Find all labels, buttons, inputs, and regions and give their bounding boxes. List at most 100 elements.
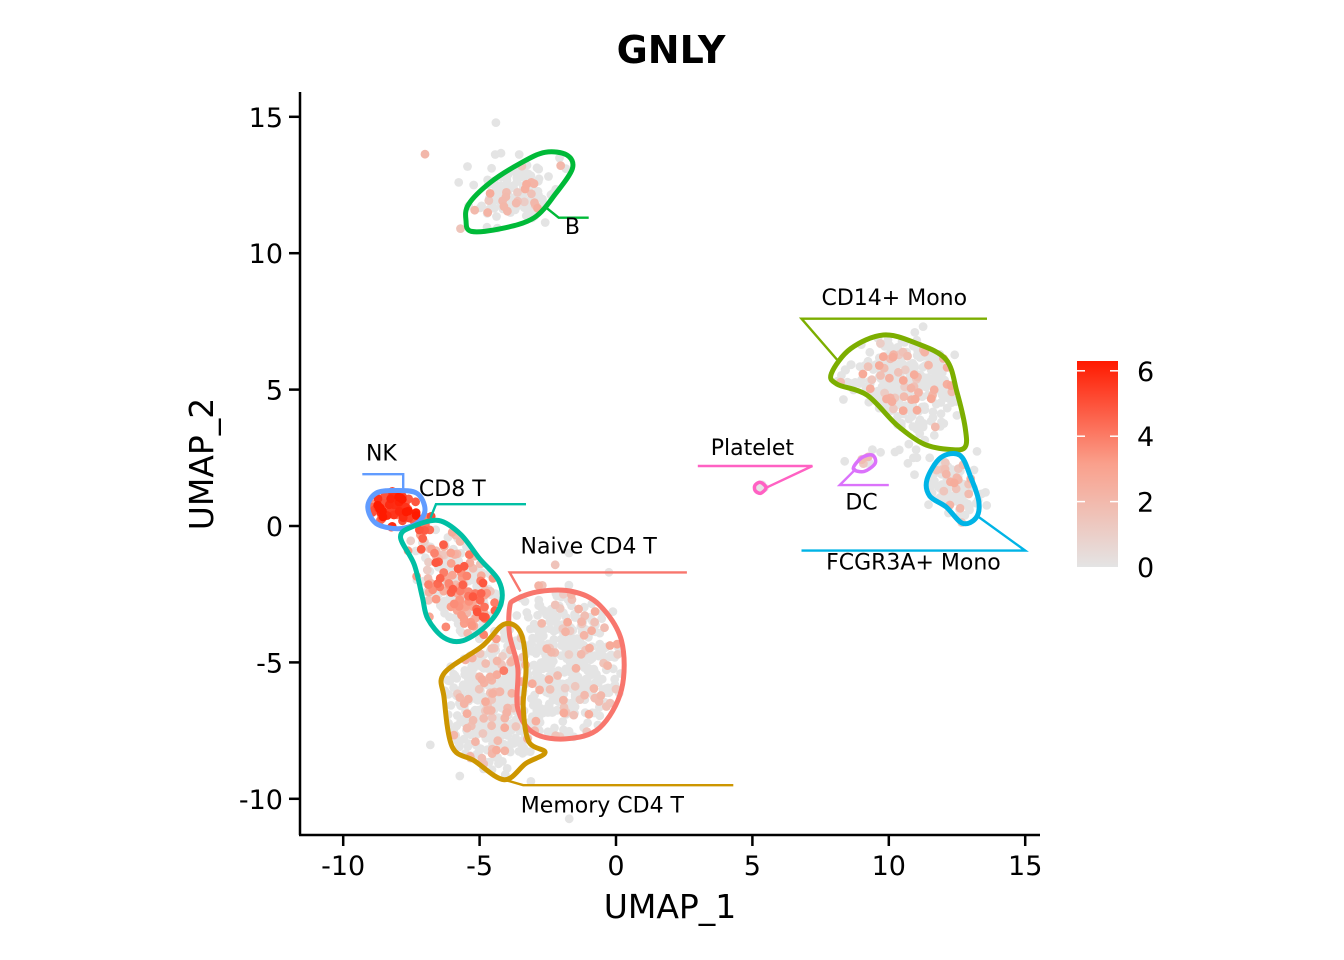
- data-point: [888, 352, 898, 362]
- data-point: [483, 706, 492, 715]
- data-point: [514, 747, 524, 756]
- data-point: [924, 500, 933, 510]
- data-point: [424, 557, 433, 567]
- data-point: [577, 617, 586, 627]
- data-point: [511, 722, 521, 731]
- data-point: [898, 406, 908, 415]
- data-point: [529, 646, 539, 656]
- data-point: [422, 565, 432, 575]
- data-point: [903, 458, 913, 468]
- data-point: [587, 626, 596, 636]
- data-point: [909, 370, 919, 380]
- y-tick-label: -5: [256, 648, 283, 679]
- legend-tick-label: 0: [1137, 553, 1154, 584]
- data-point: [911, 445, 921, 454]
- data-point: [528, 695, 538, 704]
- cluster-leader-cd8-t: [429, 503, 526, 519]
- data-point: [924, 360, 933, 370]
- data-point: [431, 594, 441, 604]
- x-tick-label: 0: [607, 851, 624, 882]
- data-point: [455, 771, 465, 781]
- data-point: [589, 684, 599, 693]
- data-point: [439, 596, 449, 606]
- data-point: [543, 657, 553, 667]
- y-tick-label: 0: [266, 512, 283, 543]
- data-point: [553, 671, 562, 680]
- data-point: [477, 675, 487, 684]
- data-point: [462, 723, 472, 733]
- data-point: [898, 376, 908, 385]
- data-point: [909, 453, 918, 463]
- data-point: [585, 643, 594, 653]
- x-tick-label: 15: [1008, 851, 1042, 882]
- data-point: [529, 660, 539, 670]
- data-point: [532, 163, 542, 173]
- data-point: [503, 731, 512, 740]
- data-point: [918, 322, 928, 331]
- data-point: [874, 361, 884, 370]
- data-point: [521, 211, 531, 221]
- cluster-label-cd8-t: CD8 T: [419, 477, 486, 502]
- data-point: [512, 611, 522, 620]
- data-point: [424, 580, 433, 589]
- data-point: [608, 607, 618, 616]
- data-point: [939, 419, 949, 428]
- cluster-outline-dc: [851, 453, 878, 474]
- data-point: [495, 687, 505, 697]
- data-point: [863, 362, 873, 371]
- y-axis-title: UMAP_2: [182, 398, 221, 531]
- cluster-outline-naive-cd4-t: [506, 587, 627, 742]
- data-point: [513, 188, 522, 197]
- data-point: [550, 600, 560, 610]
- data-point: [893, 367, 903, 377]
- data-point: [480, 602, 489, 612]
- data-point: [939, 486, 949, 496]
- data-point: [926, 394, 936, 404]
- data-point: [534, 581, 543, 591]
- data-point: [930, 367, 940, 377]
- data-point: [462, 709, 472, 718]
- data-point: [950, 350, 960, 360]
- cluster-label-nk: NK: [366, 442, 397, 467]
- data-point: [507, 182, 517, 191]
- data-point: [574, 604, 583, 614]
- data-point: [545, 624, 555, 634]
- data-point: [560, 683, 570, 693]
- data-point: [476, 589, 486, 598]
- data-point: [564, 548, 574, 558]
- data-point: [443, 675, 453, 685]
- data-point: [526, 777, 536, 786]
- data-point: [559, 725, 568, 735]
- data-point: [544, 675, 554, 684]
- data-point: [910, 328, 920, 337]
- data-point: [479, 714, 489, 723]
- data-point: [560, 667, 569, 677]
- data-point: [446, 548, 456, 558]
- data-point: [538, 194, 547, 204]
- color-legend-bar: [1077, 361, 1118, 567]
- data-point: [955, 503, 965, 513]
- data-point: [876, 339, 885, 348]
- data-point: [492, 656, 502, 666]
- data-point: [533, 610, 542, 620]
- data-point: [474, 684, 484, 694]
- data-point: [839, 395, 848, 404]
- data-point: [492, 670, 502, 680]
- data-point: [564, 580, 574, 590]
- data-point: [570, 681, 580, 691]
- data-point: [540, 218, 550, 227]
- data-point: [553, 690, 563, 699]
- data-point: [441, 622, 451, 632]
- data-point: [478, 578, 488, 588]
- data-point: [868, 445, 877, 454]
- data-point: [890, 360, 900, 370]
- data-point: [576, 649, 586, 659]
- data-point: [456, 224, 465, 234]
- data-point: [569, 710, 579, 720]
- data-point: [481, 697, 490, 706]
- data-point: [890, 447, 900, 457]
- data-point: [456, 717, 465, 727]
- data-point: [571, 663, 581, 673]
- data-point: [430, 548, 439, 558]
- data-point: [531, 716, 541, 726]
